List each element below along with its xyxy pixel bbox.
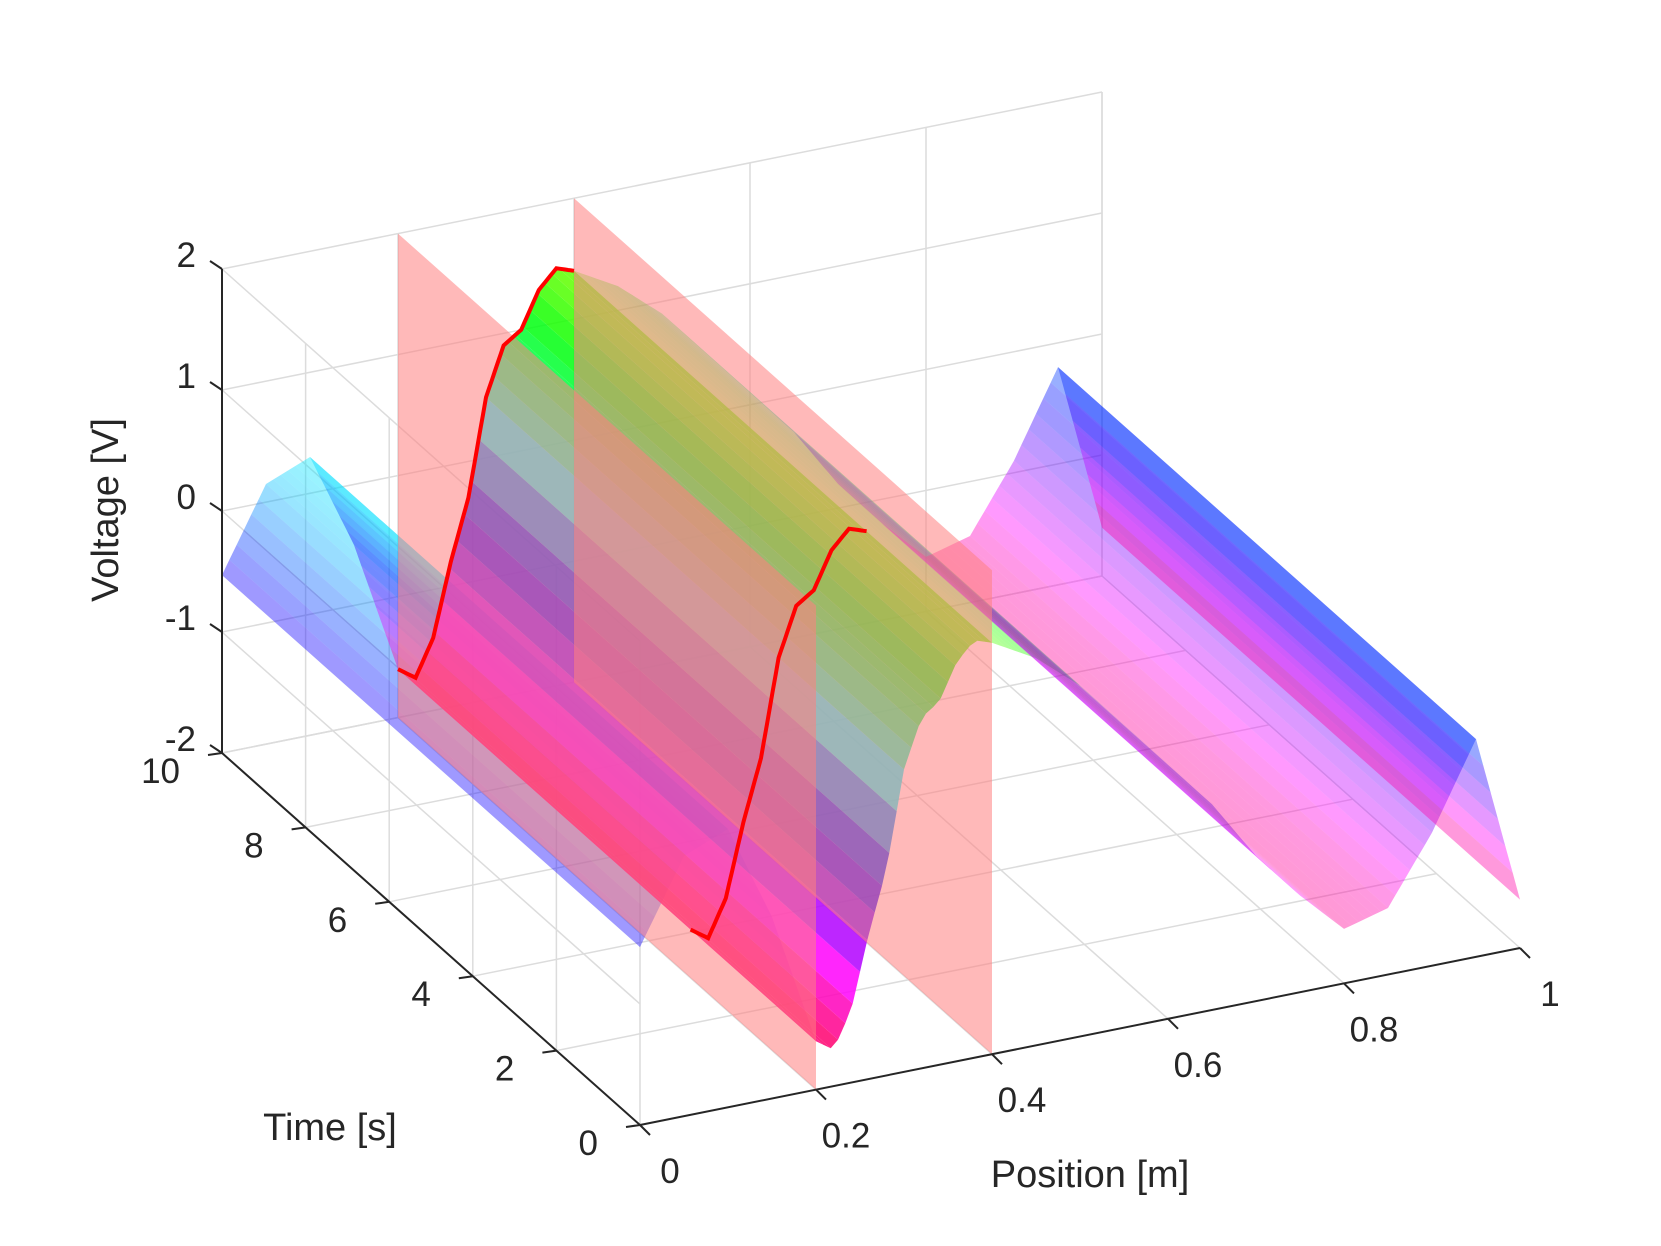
- y-tick-label-0: 0: [579, 1124, 598, 1163]
- x-axis-label: Position [m]: [991, 1154, 1190, 1196]
- y-tick-mark-0: [625, 1124, 641, 1128]
- y-axis-label: Time [s]: [263, 1107, 397, 1149]
- surface-strip-94: [911, 545, 1337, 924]
- surface-strip-112: [1043, 382, 1469, 771]
- surface-strip-108: [1014, 445, 1440, 833]
- z-tick-mark-1: [209, 623, 223, 633]
- surface-strip-115: [1065, 393, 1491, 793]
- surface-strip-113: [1050, 367, 1476, 755]
- surface-strip-107: [1006, 460, 1432, 846]
- surface-strip-0: [222, 559, 648, 948]
- surface-strip-92: [896, 534, 1322, 913]
- surface-strip-118: [1087, 474, 1513, 873]
- x-tick-label-4: 0.8: [1350, 1010, 1399, 1049]
- x-tick-label-0: 0: [660, 1152, 679, 1191]
- x-tick-label-5: 1: [1540, 975, 1559, 1014]
- surface-strip-104: [984, 498, 1410, 883]
- time-slice-curve-0: [397, 266, 575, 681]
- grid-line-floor-x-5: [1101, 575, 1521, 949]
- surface-strip-91: [889, 529, 1315, 907]
- surface-strip-99: [948, 543, 1374, 919]
- surface-strip-95: [918, 551, 1344, 929]
- y-tick-label-3: 6: [328, 901, 347, 940]
- z-tick-mark-3: [209, 381, 223, 391]
- surface-strip-96: [926, 553, 1352, 929]
- grid-line-floor-x-4: [925, 610, 1345, 984]
- x-tick-label-1: 0.2: [822, 1117, 871, 1156]
- z-tick-label-4: 2: [177, 236, 196, 275]
- y-tick-label-4: 8: [244, 826, 263, 865]
- y-tick-mark-1: [542, 1049, 557, 1054]
- highlight-plane-1: [574, 198, 992, 1055]
- grid-line-back-z-4: [221, 91, 1103, 270]
- x-tick-mark-0: [639, 1124, 651, 1136]
- y-tick-label-2: 4: [411, 975, 430, 1014]
- grid-line-floor-y-1: [556, 872, 1437, 1052]
- z-tick-mark-4: [209, 260, 223, 270]
- surface-strip-106: [999, 473, 1425, 858]
- y-tick-label-5: 10: [141, 752, 180, 791]
- x-tick-mark-4: [1343, 982, 1355, 995]
- z-tick-label-2: 0: [177, 478, 196, 517]
- grid-line-left-z-1: [221, 631, 641, 1005]
- surface-strip-114: [1058, 367, 1484, 766]
- surface-strip-116: [1072, 420, 1498, 820]
- y-axis-line: [221, 752, 641, 1126]
- surface-strip-105: [992, 485, 1418, 871]
- x-tick-mark-5: [1519, 947, 1531, 959]
- z-axis-label: Voltage [V]: [85, 418, 127, 602]
- x-tick-label-2: 0.4: [998, 1081, 1047, 1120]
- z-tick-mark-0: [209, 744, 223, 754]
- z-tick-label-3: 1: [177, 357, 196, 396]
- surface-strip-93: [904, 540, 1330, 918]
- x-tick-label-3: 0.6: [1174, 1046, 1223, 1085]
- z-tick-mark-2: [209, 502, 223, 512]
- surface-strip-101: [962, 536, 1388, 912]
- y-tick-mark-5: [207, 752, 223, 756]
- surface-strip-119: [1094, 500, 1520, 900]
- surface-strip-97: [933, 550, 1359, 926]
- y-tick-label-1: 2: [495, 1050, 514, 1089]
- surface-strip-109: [1021, 429, 1447, 817]
- surface-strip-100: [955, 539, 1381, 915]
- y-tick-mark-2: [458, 975, 473, 980]
- surface-strip-117: [1080, 447, 1506, 847]
- x-tick-mark-1: [815, 1088, 827, 1101]
- surface-strip-111: [1036, 398, 1462, 786]
- x-tick-mark-3: [1167, 1018, 1179, 1030]
- surface-layer: [222, 198, 1520, 1090]
- y-tick-mark-3: [375, 900, 390, 905]
- time-slice-curve-1: [689, 526, 867, 941]
- z-tick-label-0: -2: [165, 720, 196, 759]
- z-tick-label-1: -1: [165, 599, 196, 638]
- y-tick-mark-4: [291, 826, 306, 831]
- surface-strip-103: [977, 510, 1403, 896]
- surface-strip-102: [970, 523, 1396, 908]
- surface-strip-98: [940, 546, 1366, 922]
- x-tick-mark-2: [991, 1053, 1003, 1065]
- surface-strip-110: [1028, 413, 1454, 802]
- x-axis-line: [639, 947, 1521, 1126]
